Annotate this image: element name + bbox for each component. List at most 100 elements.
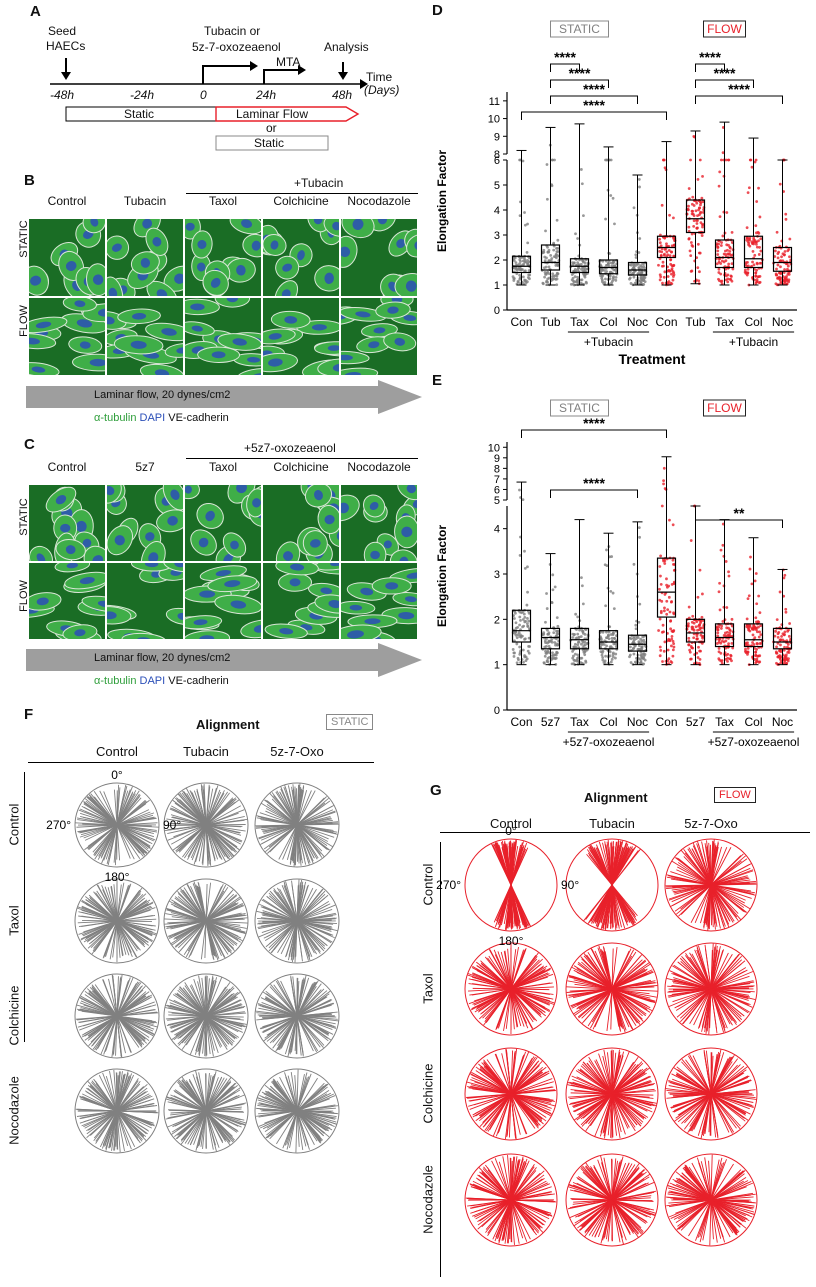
chart-0-point [569,282,573,286]
tick-24: 24h [256,88,277,102]
chart-0-box-5 [656,141,677,287]
chart-0-point [657,263,660,267]
chart-0-point [632,206,636,210]
b-micrograph-1-2 [184,297,262,376]
chart-0-point [603,280,607,284]
chart-0-point [721,151,725,155]
chart-0-point [658,278,662,282]
chart-0-point [641,278,644,282]
chart-0-point [523,223,527,227]
chart-0-point [687,225,691,229]
treat-label-2: 5z-7-oxozeaenol [192,40,281,54]
chart-0-point [638,237,642,240]
c-micrograph-0-0 [28,484,106,562]
chart-0-iqr-4 [627,261,648,276]
chart-0-point [720,282,724,286]
chart-0-iqr-1 [540,244,561,271]
mta-label: MTA [276,55,301,69]
chart-0-point [696,242,700,246]
chart-0-point [751,260,754,264]
chart-0-point [555,283,559,287]
chart-0-point [700,196,704,200]
chart-0-point [545,280,548,284]
chart-0-point [699,211,702,215]
chart-0-ytick-label-1: 1 [494,280,500,292]
chart-0-point [668,254,672,258]
f-rose-2-2 [254,973,340,1059]
chart-0-point [545,197,549,201]
chart-0-ytick-label-8: 9 [494,131,500,143]
chart-0-ytick-label-5: 5 [494,180,500,192]
c-micrograph-1-3 [262,562,340,640]
c-group-line [186,458,418,459]
chart-0-point [754,242,758,246]
chart-0-point [582,214,585,218]
b-micrograph-0-3 [262,218,340,297]
timeline-diagram [50,58,368,151]
chart-0-point [663,252,666,256]
b-group-label: +Tubacin [294,176,344,190]
f-rose-0-2 [254,782,340,868]
chart-0-point [662,264,665,268]
chart-0-point [658,250,662,253]
chart-0-xtick-7: Tax [715,315,734,329]
chart-0-point [585,281,588,285]
chart-0-point [551,278,555,281]
chart-0-point [758,215,762,219]
chart-0-point [687,237,691,241]
chart-0-point [543,275,547,279]
g-rose-ray [510,965,548,990]
chart-0-point [726,273,730,277]
c-stain-legend: α-tubulin DAPI VE-cadherin [94,675,229,687]
or-label: or [266,121,277,135]
chart-0-iqr-7 [714,239,735,269]
b-flow-arrow [26,380,422,414]
f-rose-1-2 [254,878,340,964]
chart-0-point [604,217,607,221]
chart-0-point [716,245,720,249]
chart-0-point [555,218,559,222]
c-micrograph-0-2 [184,484,262,562]
chart-0-point [695,201,699,205]
chart-0-point [659,244,663,248]
chart-0-box-1 [540,126,561,287]
chart-0-point [632,275,636,279]
b-col-3: Colchicine [273,194,329,208]
tick-m48: -48h [50,88,75,102]
c-micrograph-1-1 [106,562,184,640]
chart-0-point [614,278,618,282]
chart-0-ytick-label-10: 11 [489,96,500,108]
chart-0-point [637,251,641,254]
g-rose-1-0 [464,942,558,1036]
chart-0-point [669,258,673,261]
chart-0-xtick-5: Con [655,315,677,329]
chart-0-point [550,257,554,260]
chart-0-point [608,252,612,255]
chart-0-point [717,184,721,188]
c-micrograph-0-4 [340,484,418,562]
chart-0-xtick-0: Con [510,315,532,329]
chart-0-point [547,265,551,269]
chart-0-point [688,249,692,253]
chart-0-point [691,245,695,248]
chart-0-point [524,279,528,283]
chart-0-point [698,251,702,255]
chart-0-point [528,277,531,281]
chart-0-point [571,276,575,280]
chart-0-point [556,250,560,253]
chart-0-point [572,283,576,287]
g-rose-1-1 [565,942,659,1036]
c-stain-dapi: DAPI [139,675,166,687]
chart-0-point [665,244,669,248]
analysis-label: Analysis [324,40,369,54]
c-flow-arrow-label: Laminar flow, 20 dynes/cm2 [94,652,231,664]
chart-0-point [724,158,728,162]
chart-0-point [542,248,546,252]
c-col-2: Taxol [208,460,237,474]
f-rose-1-1 [163,878,249,964]
f-rose-ray [83,920,118,943]
treat-label: Tubacin or [204,24,261,38]
g-rose-2-1 [565,1047,659,1141]
chart-0-point [698,206,702,210]
static-bar-label: Static [124,107,155,121]
